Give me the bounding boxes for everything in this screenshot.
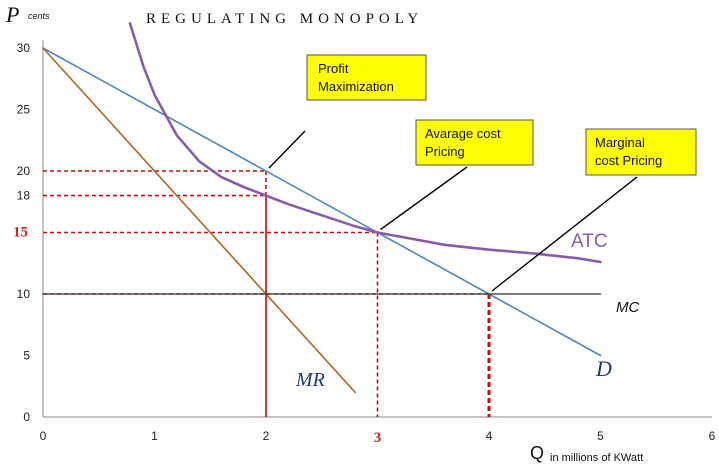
- curve-label-mr: MR: [295, 369, 325, 391]
- series-atc-line: [128, 22, 602, 264]
- x-axis-unit: in millions of KWatt: [550, 452, 643, 464]
- callout-text-2-0: Marginal: [595, 135, 645, 150]
- callout-box-1: [415, 119, 534, 166]
- x-tick-5: 5: [597, 429, 604, 443]
- series-mr-line: [42, 47, 357, 394]
- callout-box-0: [306, 54, 427, 101]
- x-axis-label: Q: [530, 443, 544, 463]
- y-tick-18: 18: [17, 189, 31, 203]
- callout-2: Marginal cost Pricing: [491, 128, 697, 292]
- callout-text-2-1: cost Pricing: [595, 153, 662, 168]
- callout-text-1-1: Pricing: [425, 144, 465, 159]
- callout-leader-0: [268, 130, 306, 169]
- x-tick-6: 6: [709, 429, 716, 443]
- chart-title: REGULATING MONOPOLY: [146, 11, 423, 27]
- y-tick-10: 10: [17, 287, 31, 301]
- y-tick-30: 30: [17, 41, 31, 55]
- callout-1: Avarage cost Pricing: [380, 119, 534, 231]
- y-tick-0: 0: [23, 410, 30, 424]
- callout-leader-1: [380, 166, 468, 231]
- x-tick-2: 2: [263, 429, 270, 443]
- callout-text-0-0: Profit: [318, 61, 349, 76]
- curve-label-d: D: [595, 356, 612, 381]
- callout-text-0-1: Maximization: [318, 79, 394, 94]
- series-d-line: [42, 47, 602, 357]
- callout-leader-2: [491, 176, 638, 292]
- y-axis-unit: cents: [28, 11, 50, 21]
- callout-0: Profit Maximization: [268, 54, 427, 169]
- x-tick-1: 1: [151, 429, 158, 443]
- callout-text-1-0: Avarage cost: [425, 126, 501, 141]
- curve-label-mc: MC: [616, 299, 639, 316]
- y-tick-25: 25: [17, 103, 31, 117]
- curve-label-atc: ATC: [571, 231, 608, 252]
- x-tick-0: 0: [40, 429, 47, 443]
- callout-box-2: [585, 128, 697, 176]
- y-tick-15: 15: [13, 225, 28, 241]
- y-axis-label: P: [5, 2, 19, 27]
- x-tick-3: 3: [374, 430, 382, 446]
- y-tick-20: 20: [17, 164, 31, 178]
- y-tick-5: 5: [23, 349, 30, 363]
- x-tick-4: 4: [486, 429, 493, 443]
